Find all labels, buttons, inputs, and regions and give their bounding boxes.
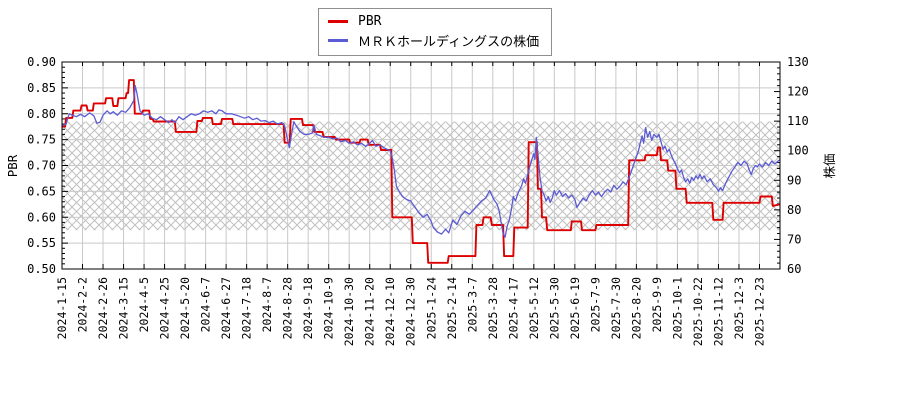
x-tick-label: 2024-2-26: [96, 277, 110, 339]
left-tick-label: 0.60: [27, 210, 56, 224]
x-tick-label: 2024-10-9: [322, 277, 336, 339]
legend-item-price: ＭＲＫホールディングスの株価: [328, 31, 539, 50]
pbr-line-swatch: [328, 20, 348, 23]
x-tick-label: 2024-6-27: [219, 277, 233, 339]
x-tick-label: 2025-1-24: [424, 277, 438, 339]
x-tick-label: 2025-12-23: [752, 277, 766, 346]
x-tick-label: 2025-2-14: [445, 277, 459, 339]
x-tick-label: 2024-9-18: [301, 277, 315, 339]
x-tick-label: 2024-12-30: [404, 277, 418, 346]
left-tick-label: 0.65: [27, 184, 56, 198]
x-tick-label: 2025-3-28: [486, 277, 500, 339]
left-tick-label: 0.75: [27, 133, 56, 147]
right-tick-label: 70: [787, 232, 801, 246]
x-tick-label: 2024-10-30: [342, 277, 356, 346]
right-tick-label: 80: [787, 203, 801, 217]
series-line-price: [62, 85, 780, 238]
right-tick-label: 60: [787, 262, 801, 276]
x-tick-label: 2024-3-15: [117, 277, 131, 339]
x-tick-label: 2024-12-10: [383, 277, 397, 346]
left-tick-label: 0.80: [27, 107, 56, 121]
x-tick-label: 2025-8-20: [629, 277, 643, 339]
right-tick-label: 130: [787, 55, 809, 69]
series-lines: [62, 79, 780, 264]
x-tick-label: 2024-8-7: [260, 277, 274, 332]
left-tick-label: 0.50: [27, 262, 56, 276]
x-tick-label: 2025-4-17: [506, 277, 520, 339]
left-tick-label: 0.90: [27, 55, 56, 69]
right-axis-title: 株価: [822, 153, 837, 178]
x-tick-label: 2025-7-30: [609, 277, 623, 339]
series-line-pbr: [62, 79, 780, 264]
x-tick-label: 2024-4-25: [158, 277, 172, 339]
x-tick-label: 2025-5-12: [527, 277, 541, 339]
right-tick-label: 100: [787, 144, 809, 158]
x-tick-label: 2025-12-3: [732, 277, 746, 339]
legend-label-pbr: PBR: [358, 14, 382, 29]
left-tick-label: 0.85: [27, 81, 56, 95]
left-axis-title: PBR: [5, 154, 20, 177]
legend-label-price: ＭＲＫホールディングスの株価: [358, 35, 540, 50]
legend: PBR ＭＲＫホールディングスの株価: [318, 8, 553, 56]
x-tick-label: 2024-11-20: [363, 277, 377, 346]
right-tick-label: 90: [787, 173, 801, 187]
x-tick-label: 2025-10-1: [670, 277, 684, 339]
gridlines: [62, 62, 780, 269]
axis-labels: 0.90 0.85 0.80 0.75 0.70 0.65 0.60 0.55 0.50 130 1…: [27, 55, 809, 346]
x-tick-label: 2025-11-12: [711, 277, 725, 346]
right-tick-label: 110: [787, 114, 809, 128]
price-line-swatch: [328, 39, 348, 42]
x-tick-label: 2024-4-5: [137, 277, 151, 332]
right-tick-label: 120: [787, 85, 809, 99]
x-tick-label: 2024-5-20: [178, 277, 192, 339]
left-tick-label: 0.70: [27, 159, 56, 173]
hatch-band: [62, 121, 780, 231]
x-tick-label: 2025-3-7: [465, 277, 479, 332]
x-tick-label: 2024-8-28: [281, 277, 295, 339]
left-tick-label: 0.55: [27, 236, 56, 250]
x-tick-label: 2024-6-7: [199, 277, 213, 332]
x-tick-label: 2025-7-9: [588, 277, 602, 332]
x-tick-label: 2024-2-2: [76, 277, 90, 332]
x-tick-label: 2024-7-18: [240, 277, 254, 339]
x-tick-label: 2025-10-22: [691, 277, 705, 346]
x-tick-label: 2025-9-9: [650, 277, 664, 332]
legend-item-pbr: PBR: [328, 12, 539, 31]
plot-frame: [61, 61, 781, 270]
x-tick-label: 2025-6-19: [568, 277, 582, 339]
x-tick-label: 2024-1-15: [55, 277, 69, 339]
x-tick-label: 2025-5-30: [547, 277, 561, 339]
